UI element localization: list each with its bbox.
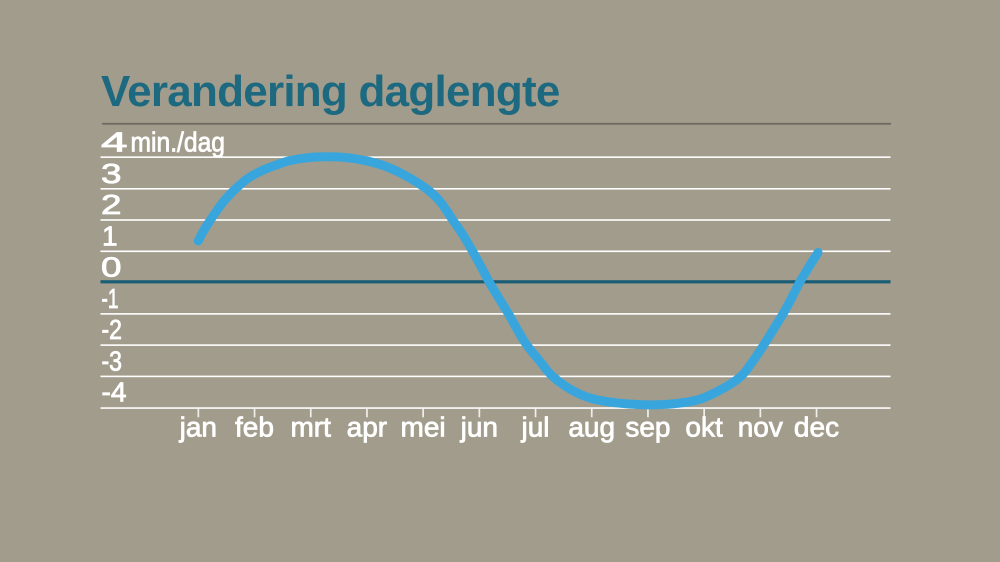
svg-text:feb: feb [235, 412, 274, 443]
svg-text:4: 4 [101, 127, 128, 158]
svg-text:nov: nov [738, 412, 783, 443]
svg-text:-3: -3 [102, 345, 123, 376]
svg-text:dec: dec [794, 412, 839, 443]
svg-text:0: 0 [101, 252, 122, 283]
svg-text:-1: -1 [102, 283, 119, 314]
svg-text:jan: jan [179, 412, 217, 443]
svg-text:-4: -4 [102, 377, 127, 408]
svg-text:3: 3 [101, 158, 122, 189]
svg-text:sep: sep [625, 412, 670, 443]
svg-text:jun: jun [460, 412, 498, 443]
svg-text:2: 2 [101, 189, 122, 220]
svg-text:1: 1 [102, 220, 118, 251]
svg-text:-2: -2 [102, 314, 123, 345]
svg-text:min./dag: min./dag [131, 127, 226, 158]
svg-text:aug: aug [568, 412, 615, 443]
svg-text:mei: mei [401, 412, 446, 443]
svg-text:jul: jul [520, 412, 549, 443]
svg-text:apr: apr [347, 412, 387, 443]
svg-text:mrt: mrt [290, 412, 331, 443]
svg-text:Verandering daglengte: Verandering daglengte [101, 67, 560, 116]
svg-text:okt: okt [685, 412, 723, 443]
